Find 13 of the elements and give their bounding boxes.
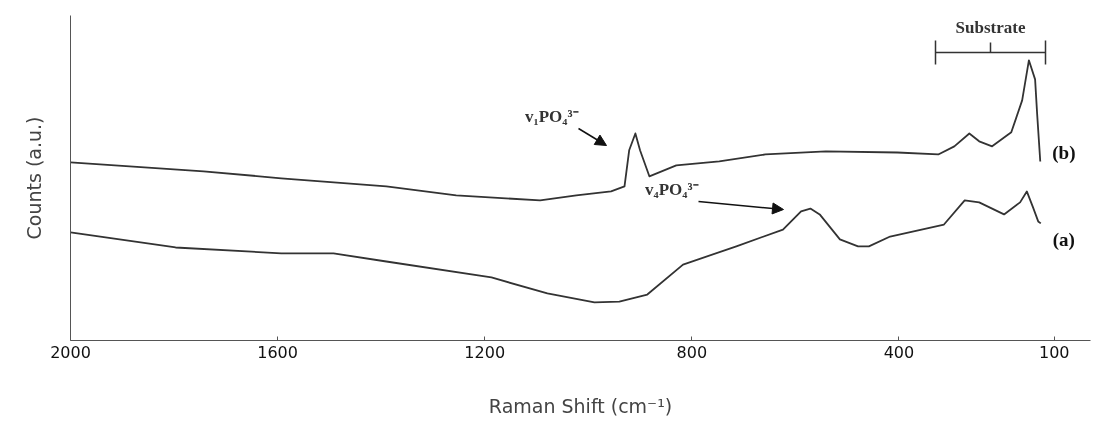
x-tick-label: 1200 (464, 342, 506, 362)
x-tick-label: 100 (1038, 342, 1070, 362)
text: Substrate (955, 18, 1026, 37)
x-tick-label: 2000 (50, 342, 91, 362)
x-tick-label: 400 (883, 342, 915, 362)
x-tick-label: 1600 (257, 342, 298, 362)
annotation: v₄PO₄³⁻ (645, 179, 699, 199)
annotation: v₁PO₄³⁻ (525, 106, 579, 126)
x-tick-label: 800 (676, 342, 708, 362)
series-label: (a) (1052, 229, 1075, 252)
x-axis-title: Raman Shift (cm⁻¹) (488, 394, 673, 417)
series-label: (b) (1052, 142, 1076, 165)
y-axis-title: Counts (a.u.) (22, 116, 45, 240)
